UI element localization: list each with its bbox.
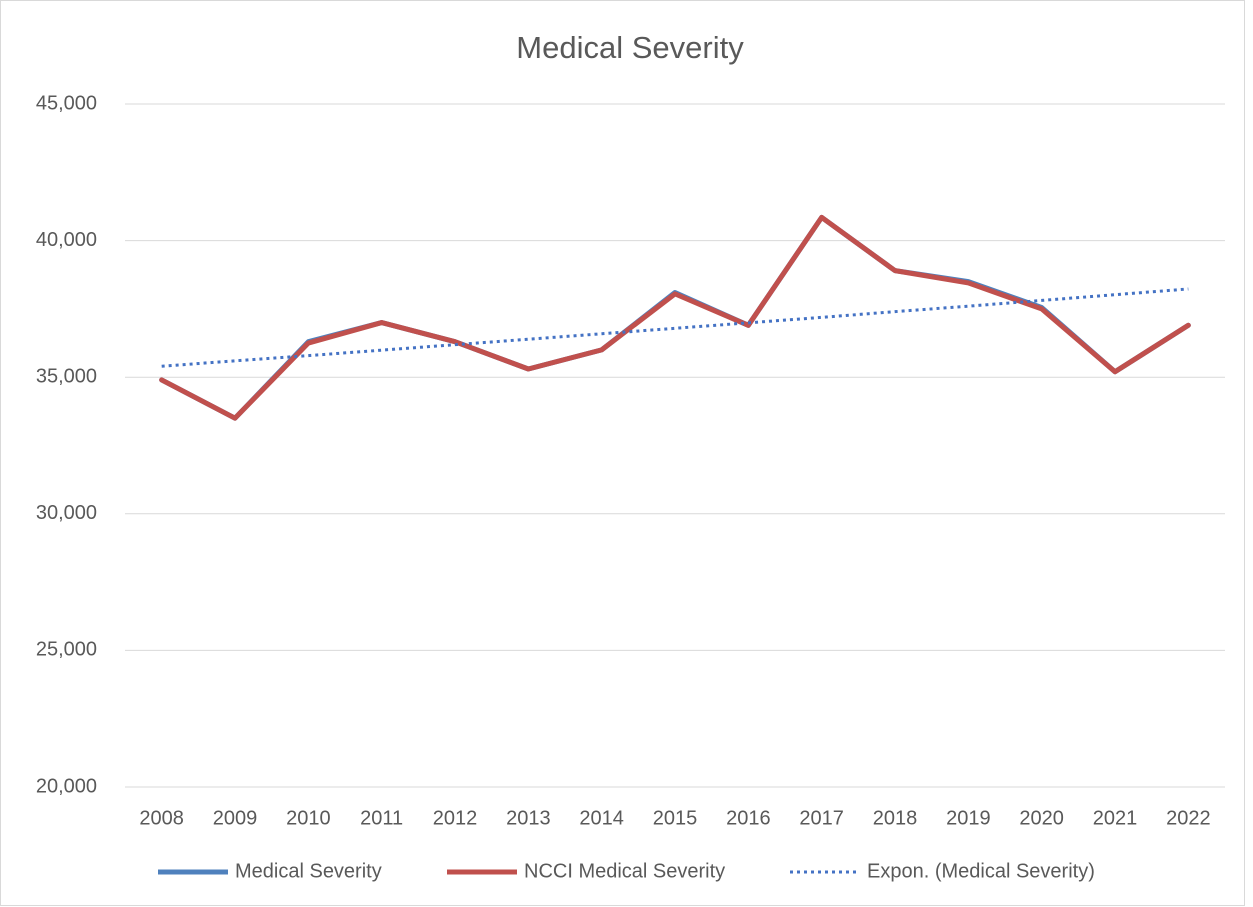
y-tick-label: 45,000 bbox=[36, 92, 97, 114]
legend-label: NCCI Medical Severity bbox=[524, 860, 725, 882]
legend-label: Expon. (Medical Severity) bbox=[867, 860, 1095, 882]
y-tick-label: 40,000 bbox=[36, 229, 97, 251]
x-tick-label: 2008 bbox=[139, 807, 184, 829]
x-tick-label: 2020 bbox=[1019, 807, 1064, 829]
y-tick-label: 30,000 bbox=[36, 502, 97, 524]
x-tick-label: 2011 bbox=[360, 807, 403, 829]
x-tick-label: 2010 bbox=[286, 807, 331, 829]
x-tick-label: 2012 bbox=[433, 807, 478, 829]
x-tick-label: 2015 bbox=[653, 807, 698, 829]
x-tick-label: 2022 bbox=[1166, 807, 1211, 829]
x-tick-label: 2009 bbox=[213, 807, 258, 829]
x-tick-label: 2018 bbox=[873, 807, 918, 829]
x-tick-label: 2021 bbox=[1093, 807, 1138, 829]
y-tick-label: 35,000 bbox=[36, 365, 97, 387]
x-tick-label: 2019 bbox=[946, 807, 991, 829]
chart-title: Medical Severity bbox=[516, 30, 744, 65]
x-tick-label: 2017 bbox=[799, 807, 844, 829]
y-tick-label: 25,000 bbox=[36, 639, 97, 661]
x-tick-label: 2014 bbox=[579, 807, 624, 829]
legend-label: Medical Severity bbox=[235, 860, 382, 882]
x-tick-label: 2013 bbox=[506, 807, 551, 829]
series-line bbox=[159, 214, 1191, 421]
x-tick-label: 2016 bbox=[726, 807, 771, 829]
y-tick-label: 20,000 bbox=[36, 775, 97, 797]
